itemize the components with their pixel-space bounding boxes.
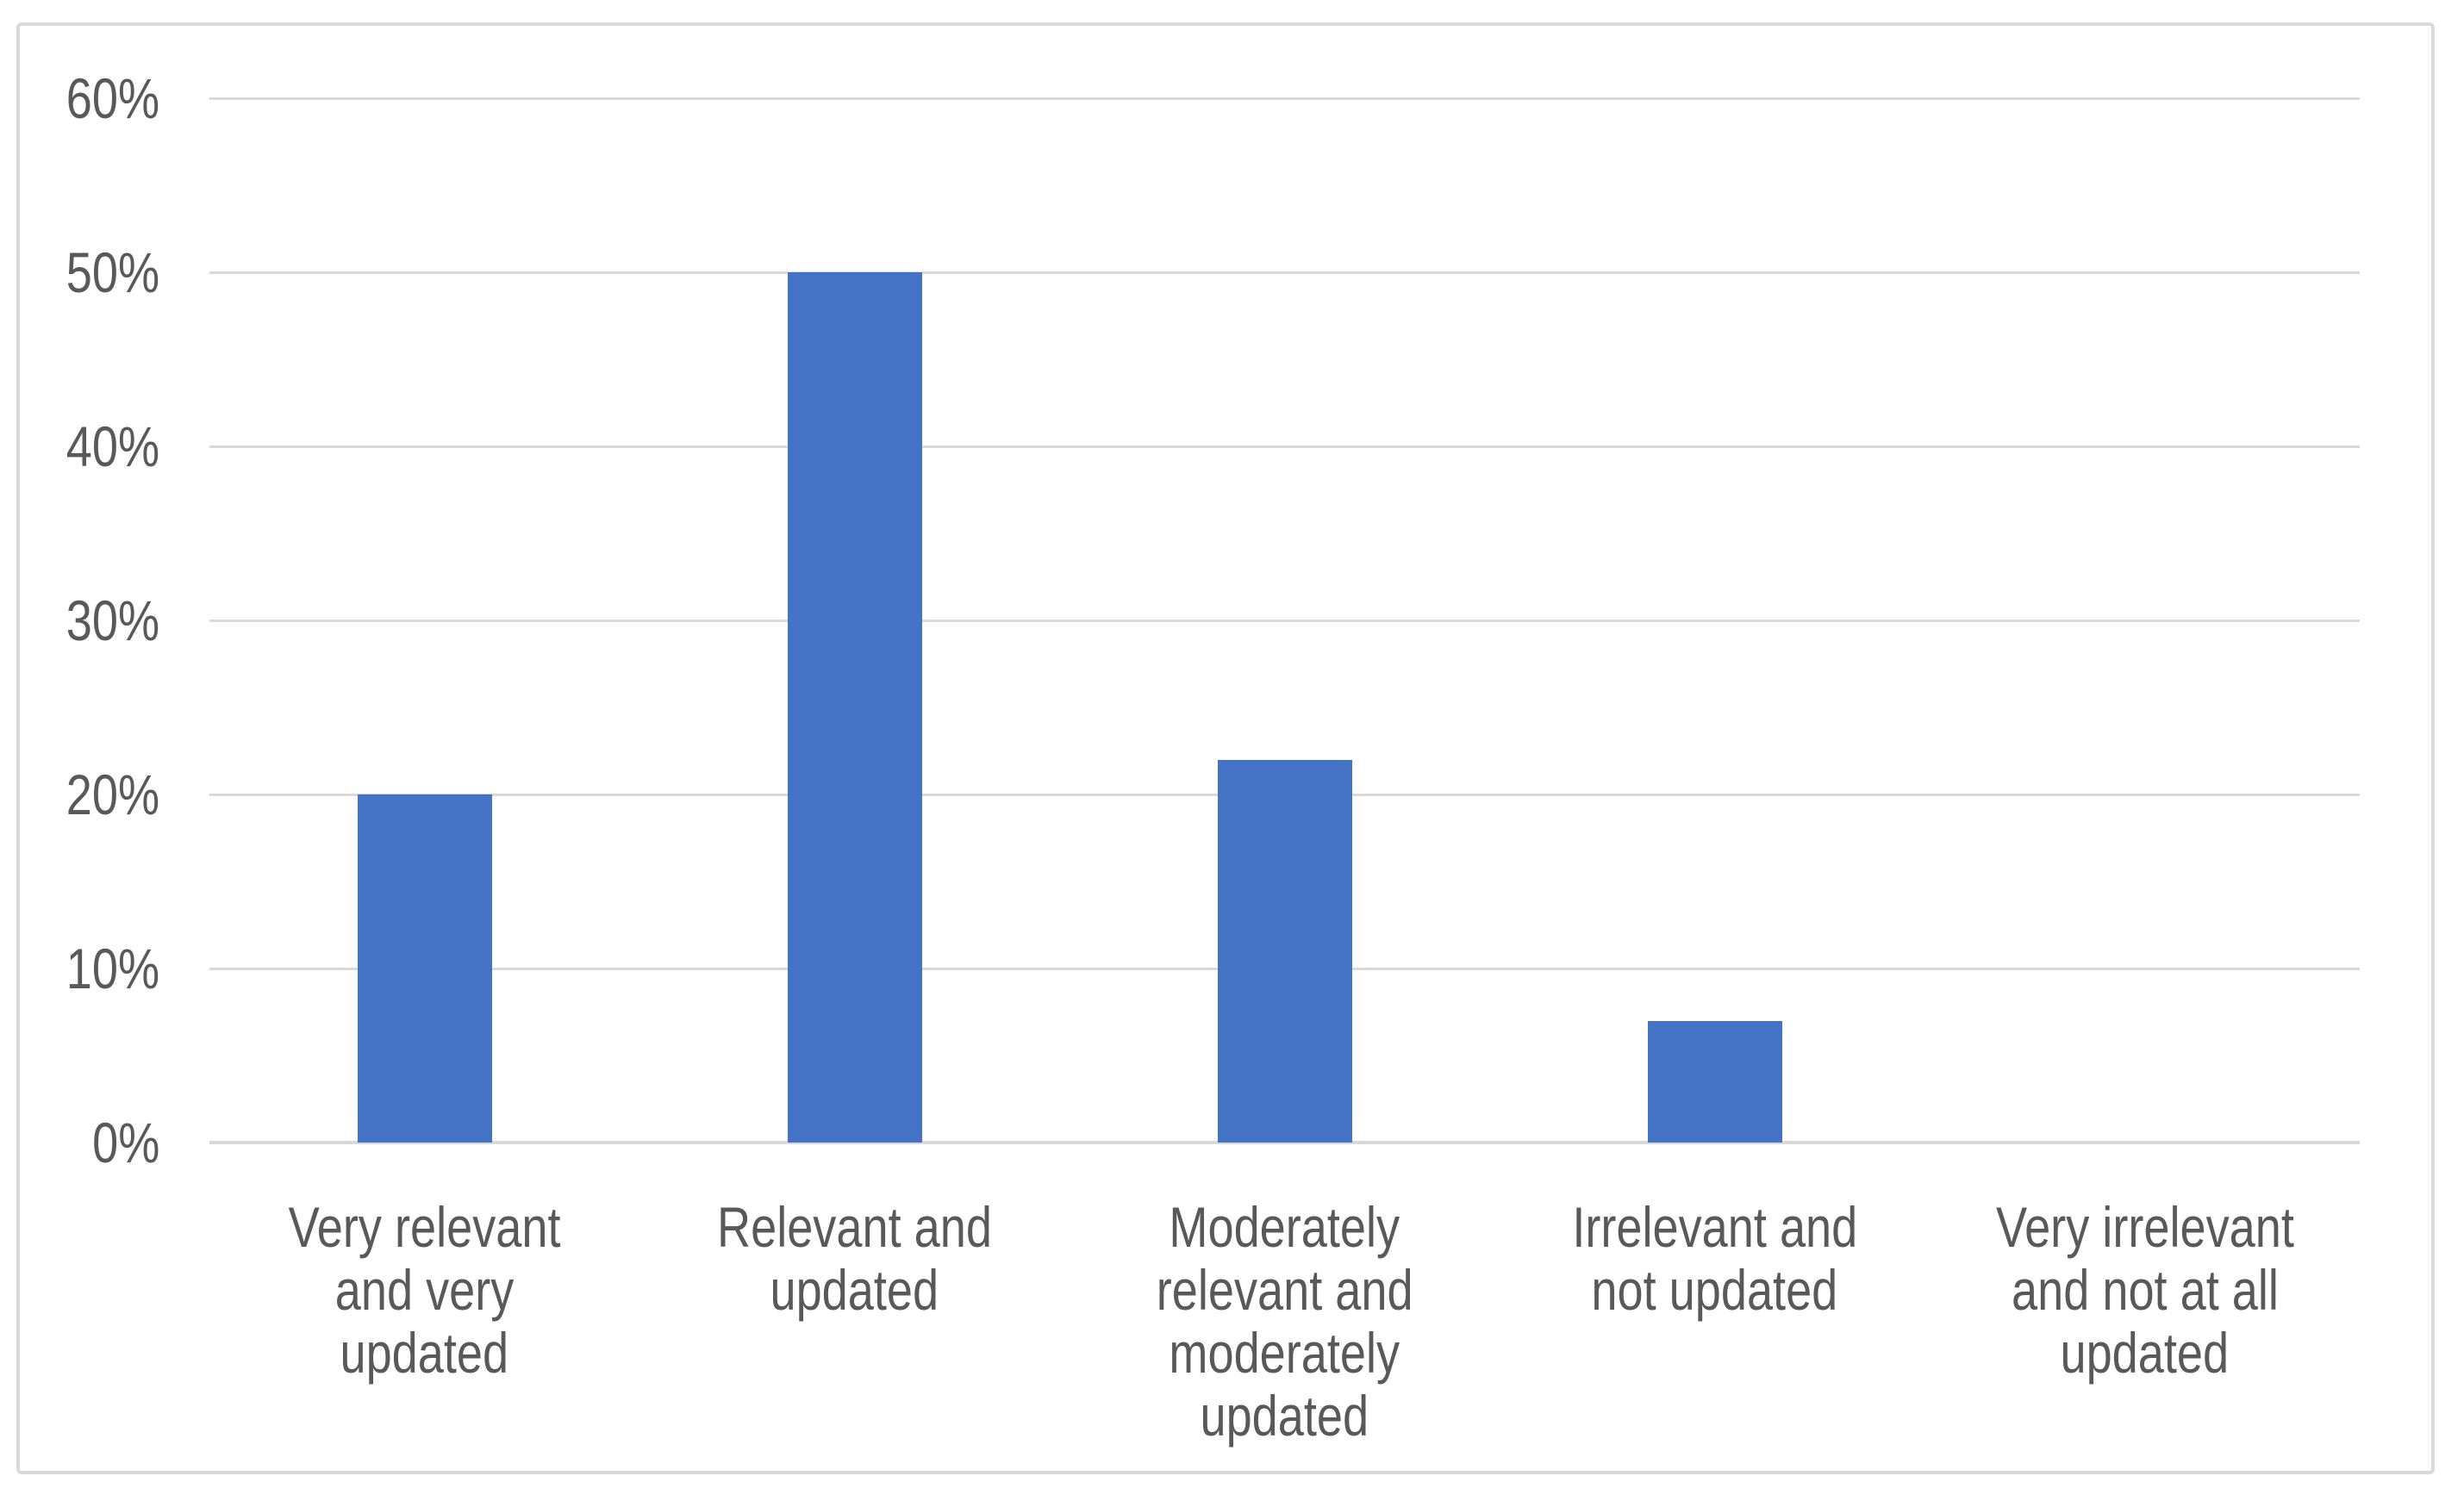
chart-frame [16, 22, 2435, 1474]
